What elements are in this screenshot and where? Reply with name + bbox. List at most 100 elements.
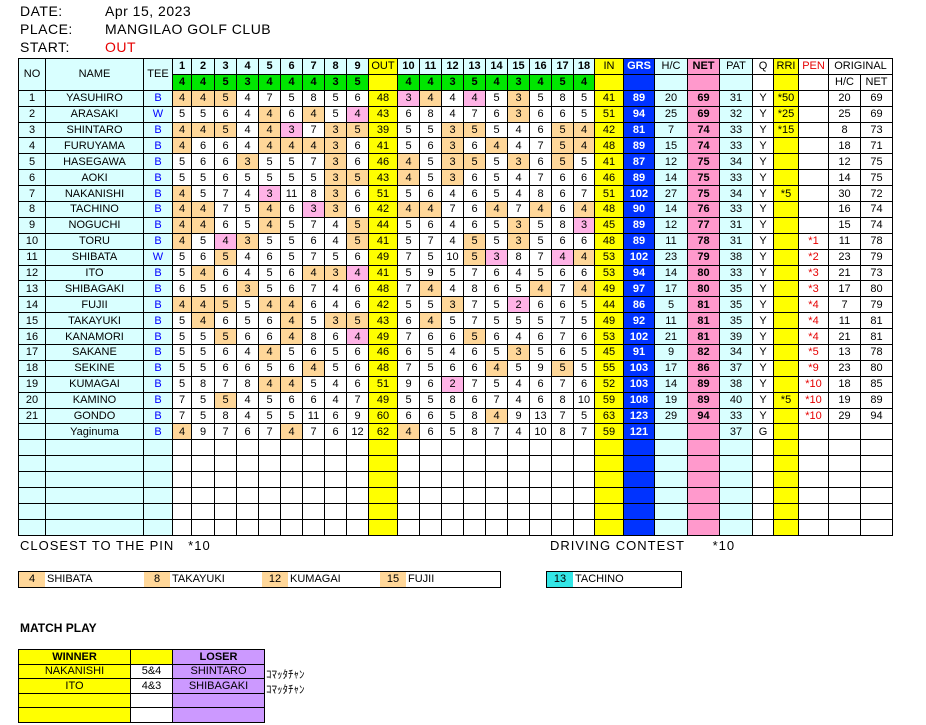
hole-score: 4 [172,232,192,250]
player-hc: 14 [654,169,688,187]
date-label: DATE: [20,3,63,19]
player-no: 3 [18,121,46,139]
hole-score: 6 [485,328,508,346]
player-rri: *25 [773,105,799,123]
hole-score: 6 [236,423,259,441]
hole-score: 5 [485,121,508,139]
player-hc: 23 [654,248,688,266]
hole-score: 6 [324,423,347,441]
player-pen: *5 [798,344,829,361]
hole-score: 5 [485,153,508,171]
match-loser [172,692,265,708]
player-hc: 29 [654,407,688,425]
hole-score [529,502,552,520]
player-orig-net: 75 [860,153,893,171]
hole-score: 4 [507,328,530,346]
hole-score: 6 [346,185,369,203]
player-row: 17 SAKANE B 5 5 6 4 4 5 6 5 6 46 6 5 4 6 5 3 5 6 5 45 91 9 82 34 Y *… [18,344,893,361]
player-tee [143,502,173,520]
player-no: 10 [18,232,46,250]
hole-score: 5 [346,312,369,330]
hole-score: 5 [529,264,552,282]
player-orig-hc [828,439,861,457]
date-row: DATE: Apr 15, 2023 [20,3,191,19]
hole-number: 3 [214,58,237,75]
player-in [594,471,624,489]
player-row: 12 ITO B 5 4 6 4 5 6 4 3 4 41 5 9 5 7 6 4 5 6 6 53 94 14 80 33 Y *3 2… [18,264,893,282]
player-row: 10 TORU B 4 5 4 3 5 5 6 4 5 41 5 7 4 5 5 3 5 6 6 48 89 11 78 31 Y *1… [18,232,893,250]
player-name [45,487,144,504]
player-tee: B [143,121,173,139]
player-hc: 7 [654,121,688,139]
hole-score: 6 [324,407,347,425]
player-no: 6 [18,169,46,187]
player-tee: B [143,89,173,107]
hole-score: 8 [463,407,486,425]
hole-score: 3 [324,121,347,139]
player-orig-hc: 30 [828,185,861,203]
hole-number: 17 [551,58,574,75]
player-out: 60 [368,407,398,425]
hole-score [302,439,325,457]
hole-score: 4 [507,185,530,203]
player-grs: 91 [623,344,655,361]
hole-score: 4 [324,296,347,314]
hole-score [324,487,347,504]
player-pat: 33 [719,264,753,282]
hole-score: 7 [214,201,237,218]
hole-score [280,471,303,489]
hole-score: 9 [529,359,552,377]
hole-score: 7 [485,423,508,441]
hole-score: 5 [258,407,281,425]
player-no: 4 [18,137,46,155]
player-q: Y [752,312,774,330]
hole-score: 4 [397,153,420,171]
hole-score: 5 [346,169,369,187]
empty-row [18,439,893,457]
hole-score: 5 [302,375,325,393]
player-orig-hc [828,518,861,536]
hole-score: 4 [441,344,464,361]
player-no: 20 [18,391,46,409]
player-no: 7 [18,185,46,203]
player-grs: 103 [623,375,655,393]
player-pat: 31 [719,232,753,250]
player-no: 12 [18,264,46,282]
player-orig-hc [828,487,861,504]
hole-score [172,455,192,473]
player-orig-hc: 7 [828,296,861,314]
hole-score [324,439,347,457]
player-rri [773,375,799,393]
player-in [594,502,624,520]
hole-score: 4 [258,344,281,361]
player-grs: 94 [623,105,655,123]
hole-score [551,487,574,504]
player-pen [798,137,829,155]
hole-score: 5 [214,248,237,266]
player-out: 42 [368,201,398,218]
hole-score: 6 [397,344,420,361]
hole-score: 3 [236,153,259,171]
hole-score: 6 [419,375,442,393]
hole-score: 6 [324,328,347,346]
hole-score: 6 [346,137,369,155]
hole-score: 4 [191,296,215,314]
hole-score [214,471,237,489]
hole-score: 6 [302,391,325,409]
closest-prize: *10 [188,538,211,553]
hole-score: 6 [236,328,259,346]
player-in: 55 [594,359,624,377]
player-q: Y [752,121,774,139]
player-no: 15 [18,312,46,330]
player-out: 41 [368,232,398,250]
hole-score: 4 [172,423,192,441]
player-q: Y [752,201,774,218]
player-no [18,471,46,489]
player-row: 11 SHIBATA W 5 6 5 4 6 5 7 5 6 49 7 5 10 5 3 8 7 4 4 53 102 23 79… [18,248,893,266]
player-out: 48 [368,280,398,298]
hole-score: 3 [324,185,347,203]
player-grs: 89 [623,216,655,234]
hole-score [485,439,508,457]
player-tee: B [143,375,173,393]
player-name: TAKAYUKI [45,312,144,330]
